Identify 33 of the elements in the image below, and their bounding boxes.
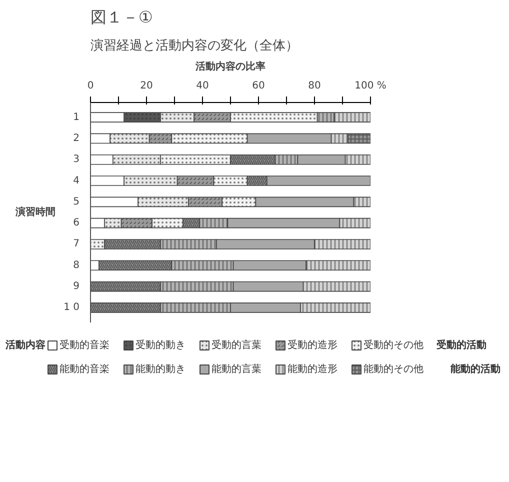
y-tick-label: 4 [73,175,80,186]
y-tick-label: 2 [73,132,80,144]
y-tick-label: 1 [73,112,80,123]
y-tick-label: 8 [73,260,80,271]
y-tick-label: 1 0 [64,302,80,314]
x-tick-label: 20 [140,80,153,92]
legend-label: 能動的動き [136,363,186,375]
y-axis-title: 演習時間 [14,206,56,218]
chart-subtitle: 演習経過と活動内容の変化（全体） [90,38,298,54]
legend-label: 受動的その他 [364,339,424,351]
chart-title: 図１－① [90,8,153,26]
legend-label: 受動的動き [136,339,186,351]
text: 能動的活動 [450,363,500,375]
legend-label: 能動的造形 [288,363,338,375]
y-tick-label: 3 [73,154,80,166]
y-tick-label: 7 [73,238,80,250]
legend-label: 能動的その他 [364,363,424,375]
text: 受動的活動 [436,339,486,351]
legend-label: 受動的音楽 [60,339,110,351]
legend-label: 受動的言葉 [212,339,262,351]
legend-label: 能動的音楽 [60,363,110,375]
x-tick-label: 40 [196,80,209,92]
legend-title: 活動内容 [4,339,46,351]
x-tick-label: 60 [252,80,265,92]
y-tick-label: 5 [73,196,80,208]
x-tick-label: 80 [308,80,321,92]
x-axis-title: 活動内容の比率 [194,60,266,72]
legend-label: 能動的言葉 [212,363,262,375]
y-tick-label: 6 [73,218,80,229]
legend-label: 受動的造形 [288,339,338,351]
x-tick-label: 0 [87,80,94,92]
y-tick-label: 9 [73,281,80,292]
x-tick-label: 100 % [354,80,386,92]
